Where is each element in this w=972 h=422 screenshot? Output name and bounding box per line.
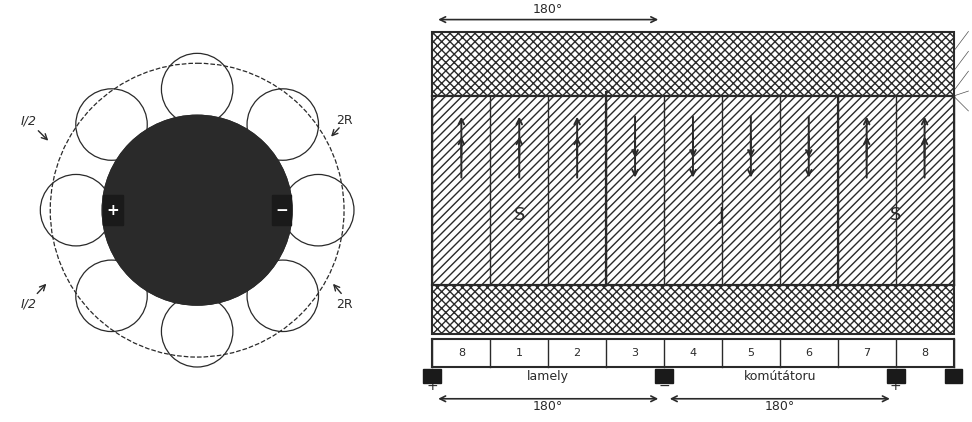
Circle shape bbox=[125, 139, 268, 281]
Text: 180°: 180° bbox=[533, 400, 564, 413]
Text: I: I bbox=[189, 214, 191, 227]
Text: komútátoru: komútátoru bbox=[744, 371, 816, 384]
Text: 4: 4 bbox=[252, 263, 259, 273]
Text: 2: 2 bbox=[252, 147, 259, 157]
Text: 2R: 2R bbox=[335, 298, 353, 311]
Bar bbox=[607, 96, 838, 284]
Text: −: − bbox=[658, 379, 670, 393]
Text: +: + bbox=[889, 379, 901, 393]
Circle shape bbox=[103, 116, 292, 305]
Text: 4: 4 bbox=[689, 348, 697, 358]
Text: I/2: I/2 bbox=[20, 298, 36, 311]
Text: I/2: I/2 bbox=[20, 114, 36, 127]
Text: 1: 1 bbox=[516, 348, 523, 358]
Text: 2: 2 bbox=[573, 348, 580, 358]
Text: 6: 6 bbox=[135, 263, 142, 273]
Text: +: + bbox=[106, 203, 120, 218]
Text: 3: 3 bbox=[276, 205, 283, 215]
Bar bbox=[271, 195, 292, 225]
Text: U,R: U,R bbox=[209, 223, 228, 233]
Text: J: J bbox=[719, 206, 724, 224]
Bar bbox=[886, 369, 905, 383]
Text: lamely: lamely bbox=[527, 371, 570, 384]
Bar bbox=[433, 284, 954, 334]
Bar bbox=[945, 369, 962, 383]
Text: 180°: 180° bbox=[765, 400, 795, 413]
Text: 6: 6 bbox=[805, 348, 813, 358]
Text: 7: 7 bbox=[863, 348, 870, 358]
Text: 5: 5 bbox=[747, 348, 754, 358]
Bar bbox=[433, 32, 954, 96]
Text: 180°: 180° bbox=[533, 3, 564, 16]
Bar bbox=[424, 369, 441, 383]
Text: 1: 1 bbox=[193, 123, 200, 133]
Bar bbox=[433, 96, 607, 284]
Bar bbox=[838, 96, 954, 284]
Bar bbox=[103, 195, 122, 225]
Text: −: − bbox=[275, 203, 288, 218]
Text: S: S bbox=[890, 206, 901, 224]
Text: +: + bbox=[427, 379, 438, 393]
Text: 8: 8 bbox=[921, 348, 928, 358]
Text: 2R: 2R bbox=[335, 114, 353, 127]
Circle shape bbox=[143, 156, 252, 265]
Text: 7: 7 bbox=[112, 205, 118, 215]
Text: S: S bbox=[513, 206, 525, 224]
Bar bbox=[655, 369, 673, 383]
Text: 8: 8 bbox=[458, 348, 465, 358]
Text: 8: 8 bbox=[135, 147, 142, 157]
Text: 5: 5 bbox=[193, 287, 200, 298]
Text: 3: 3 bbox=[632, 348, 639, 358]
